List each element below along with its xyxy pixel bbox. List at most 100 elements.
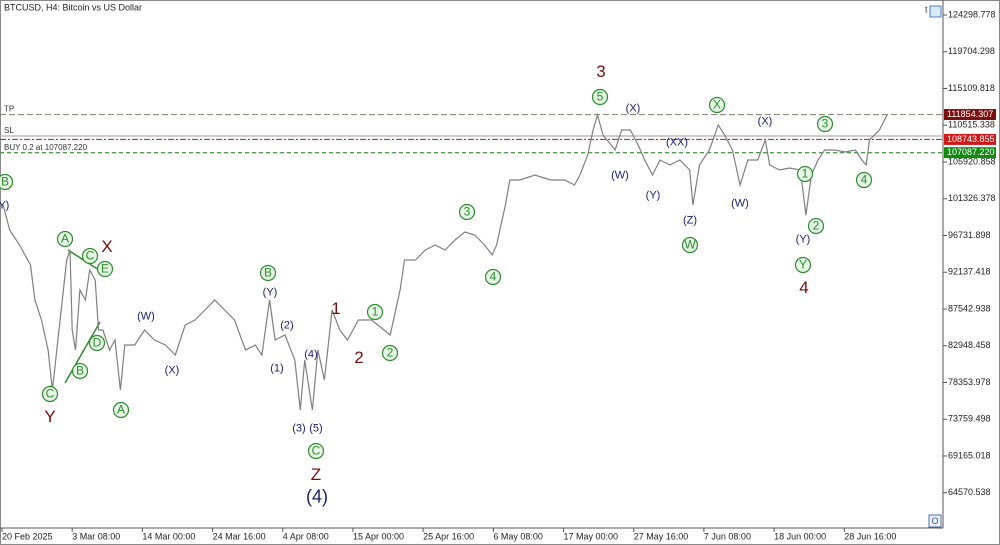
- wave-label: 3: [822, 117, 829, 131]
- wave-label: 2: [387, 346, 394, 360]
- wave-label: 3: [464, 205, 471, 219]
- wave-label: C: [86, 249, 95, 263]
- wave-label: 2: [813, 219, 820, 233]
- x-tick-label: 27 May 16:00: [634, 531, 689, 541]
- wave-circle: [96, 260, 114, 278]
- y-tick-label: 64570.538: [948, 487, 991, 497]
- wave-label: X: [101, 237, 112, 256]
- wave-label: (X): [165, 364, 180, 376]
- wave-label: 1: [372, 305, 379, 319]
- wave-circle: [796, 165, 814, 183]
- wave-label: Y: [799, 258, 807, 272]
- icon: [929, 5, 942, 18]
- wave-label: (Y): [796, 233, 811, 245]
- wave-label: Y: [44, 407, 55, 426]
- wave-circle: [458, 203, 476, 221]
- y-tick-label: 82948.458: [948, 340, 991, 350]
- x-tick-label: 3 Mar 08:00: [72, 531, 120, 541]
- y-tick-label: 78353.978: [948, 377, 991, 387]
- x-tick-label: 7 Jun 08:00: [704, 531, 751, 541]
- wave-label: Z: [311, 465, 321, 484]
- wave-label: (XX): [666, 136, 688, 148]
- y-tick-label: 105920.858: [948, 156, 996, 166]
- wave-circle: [816, 115, 834, 133]
- x-tick-label: 15 Apr 00:00: [353, 531, 404, 541]
- x-tick-label: 4 Apr 08:00: [283, 531, 329, 541]
- y-tick-label: 92137.418: [948, 267, 991, 277]
- y-tick-label: 115109.818: [948, 83, 995, 93]
- y-tick-label: 69165.018: [948, 450, 991, 460]
- trend-line: [64, 321, 101, 384]
- wave-label: 3: [596, 62, 605, 81]
- wave-label: (X): [758, 115, 773, 127]
- wave-circle: [71, 362, 89, 380]
- wave-label: C: [312, 444, 321, 458]
- wave-label: 1: [331, 299, 340, 318]
- wave-circle: [41, 385, 59, 403]
- y-tick-label: 124298.778: [948, 9, 996, 19]
- wave-label: A: [61, 232, 69, 246]
- wave-label: (X): [626, 102, 641, 114]
- level-label: SL: [4, 126, 14, 135]
- wave-circle: [366, 303, 384, 321]
- wave-label: (Y): [263, 286, 278, 298]
- x-tick-label: 20 Feb 2025: [2, 531, 53, 541]
- price-box-label: 108743.855: [947, 134, 995, 144]
- wave-label: B: [76, 364, 84, 378]
- y-tick-label: 119704.298: [948, 46, 995, 56]
- wave-label: 1: [802, 167, 809, 181]
- one-click-icon[interactable]: t: [925, 4, 942, 18]
- level-label: BUY 0.2 at 107087.220: [4, 143, 88, 152]
- wave-label: (5): [309, 422, 322, 434]
- wave-label: C: [46, 387, 55, 401]
- wave-circle: [88, 334, 106, 352]
- wave-label: (W): [137, 310, 155, 322]
- x-tick-label: 14 Mar 00:00: [142, 531, 195, 541]
- price-box: [944, 133, 996, 145]
- wave-circle: [307, 442, 325, 460]
- wave-label: (1): [270, 362, 283, 374]
- wave-label: (Y): [0, 199, 9, 211]
- wave-label: 4: [799, 278, 808, 297]
- wave-label: 4: [490, 270, 497, 284]
- x-tick-label: 17 May 00:00: [564, 531, 619, 541]
- wave-label: 4: [861, 173, 868, 187]
- y-tick-label: 110515.338: [948, 120, 995, 130]
- x-tick-label: 6 May 08:00: [493, 531, 543, 541]
- scale-button[interactable]: O: [928, 514, 942, 528]
- x-tick-label: 24 Mar 16:00: [213, 531, 266, 541]
- wave-circle: [381, 344, 399, 362]
- wave-label: (Y): [646, 189, 661, 201]
- x-tick-label: 18 Jun 00:00: [774, 531, 826, 541]
- wave-circle: [591, 88, 609, 106]
- x-tick-label: 28 Jun 16:00: [844, 531, 896, 541]
- wave-circle: [259, 264, 277, 282]
- wave-label: (4): [306, 486, 328, 506]
- wave-label: W: [684, 238, 696, 252]
- wave-circle: [56, 230, 74, 248]
- price-box: [944, 109, 996, 121]
- wave-label: 5: [597, 90, 604, 104]
- x-tick-label: 25 Apr 16:00: [423, 531, 474, 541]
- wave-circle: [855, 171, 873, 189]
- wave-label: D: [93, 336, 102, 350]
- wave-circle: [794, 256, 812, 274]
- wave-label: (3): [292, 422, 305, 434]
- wave-label: (4): [304, 348, 317, 360]
- wave-circle: [484, 268, 502, 286]
- wave-label: E: [101, 262, 109, 276]
- wave-circle: [708, 96, 726, 114]
- wave-circle: [112, 401, 130, 419]
- price-box-label: 111854.307: [947, 109, 993, 119]
- chart-title: BTCUSD, H4: Bitcoin vs US Dollar: [4, 2, 142, 12]
- wave-label: A: [117, 403, 125, 417]
- price-line: [2, 112, 888, 411]
- wave-label: (2): [280, 319, 293, 331]
- price-box: [944, 147, 996, 159]
- button: [928, 514, 942, 528]
- wave-label: B: [264, 266, 272, 280]
- y-tick-label: 73759.498: [948, 414, 991, 424]
